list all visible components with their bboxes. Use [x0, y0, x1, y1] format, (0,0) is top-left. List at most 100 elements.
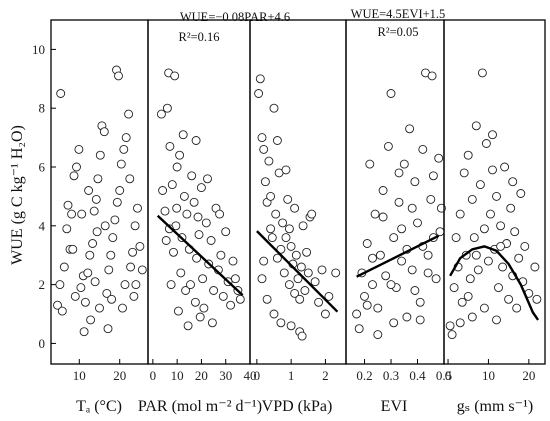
data-point [496, 241, 506, 251]
y-tick-label: 6 [39, 160, 46, 175]
data-point [459, 168, 469, 178]
x-tick-label: 20 [522, 368, 535, 383]
x-axis-label-evi: EVI [381, 398, 408, 415]
data-point [166, 280, 176, 290]
data-point [199, 303, 209, 313]
data-point [115, 186, 125, 195]
data-point [378, 212, 388, 222]
data-point [187, 171, 197, 181]
data-point [295, 294, 305, 304]
x-tick-label: 2 [322, 368, 329, 383]
data-point [176, 268, 186, 278]
data-point [520, 241, 530, 251]
data-point [137, 265, 147, 275]
scatter-points [53, 65, 147, 337]
data-point [504, 294, 514, 304]
data-point [467, 312, 477, 322]
x-axis-label-ta: Tₐ (°C) [76, 398, 122, 415]
data-point [116, 159, 126, 169]
data-point [418, 144, 428, 154]
data-point [62, 224, 72, 234]
data-point [68, 244, 78, 254]
data-point [106, 250, 116, 260]
data-point [189, 197, 199, 207]
data-point [89, 206, 99, 216]
x-tick-label: 40 [244, 368, 257, 383]
panel-ta: 10 20 Tₐ (°C) [50, 19, 149, 415]
data-point [427, 71, 437, 81]
data-point [260, 177, 270, 187]
data-point [156, 109, 166, 119]
data-point [79, 327, 89, 337]
data-point [479, 224, 489, 234]
data-point [57, 306, 67, 316]
data-point [514, 253, 524, 263]
data-point [467, 194, 477, 204]
data-point [510, 227, 520, 237]
data-point [302, 247, 312, 257]
data-point [74, 144, 84, 154]
data-point [119, 144, 129, 154]
data-point [317, 265, 327, 275]
data-point [257, 133, 267, 143]
data-point [508, 177, 518, 187]
data-point [320, 309, 330, 319]
data-point [194, 230, 204, 240]
data-point [407, 265, 417, 275]
data-point [196, 183, 206, 193]
data-point [114, 71, 123, 81]
data-point [373, 330, 383, 340]
data-point [281, 233, 291, 243]
data-point [481, 139, 491, 148]
data-point [383, 141, 393, 151]
data-point [331, 268, 341, 278]
data-point [457, 297, 467, 307]
data-point [161, 236, 171, 245]
data-point [488, 165, 497, 175]
data-point [402, 312, 412, 322]
data-point [172, 203, 182, 213]
data-point [471, 121, 481, 131]
data-point [386, 89, 396, 98]
data-point [215, 209, 225, 219]
fit-curve [449, 245, 540, 321]
data-point [59, 262, 69, 272]
data-point [451, 233, 461, 243]
data-point [206, 236, 216, 245]
data-point [394, 168, 404, 178]
y-tick-label: 10 [32, 42, 45, 57]
data-point [271, 209, 281, 219]
data-point [255, 74, 265, 84]
data-point [530, 262, 540, 272]
data-point [195, 312, 205, 322]
data-point [264, 156, 274, 166]
data-point [290, 288, 300, 298]
data-point [397, 224, 407, 234]
data-point [291, 250, 301, 260]
data-point [178, 130, 188, 140]
data-point [324, 291, 334, 301]
data-point [397, 256, 407, 266]
data-point [99, 127, 109, 137]
data-point [296, 262, 306, 272]
data-point [228, 256, 238, 266]
data-point [86, 315, 96, 325]
data-point [77, 209, 87, 219]
data-point [479, 303, 489, 313]
data-point [269, 309, 279, 319]
data-point [455, 209, 465, 219]
data-point [266, 191, 276, 201]
data-point [512, 303, 522, 313]
data-point [259, 144, 269, 154]
panel-frame [249, 19, 347, 365]
data-point [162, 103, 172, 113]
data-point [112, 197, 122, 207]
data-point [85, 250, 95, 260]
r2-evi: R²=0.05 [377, 25, 418, 39]
data-point [125, 174, 135, 184]
data-point [284, 280, 294, 290]
y-tick-label: 4 [39, 218, 46, 233]
panel-frame [443, 19, 546, 365]
data-point [203, 174, 212, 184]
data-point [506, 203, 516, 213]
